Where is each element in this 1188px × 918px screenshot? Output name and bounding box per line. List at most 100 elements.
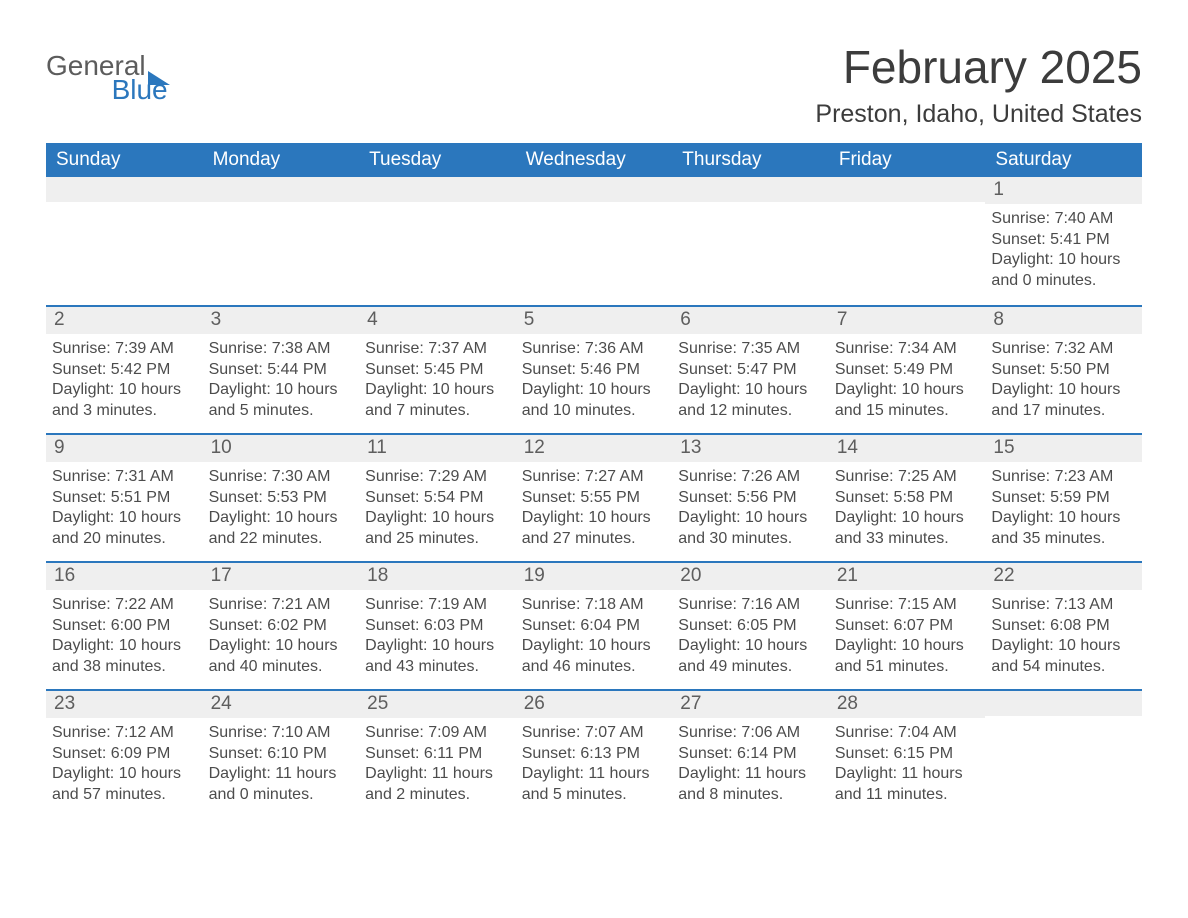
brand-logo: General Blue bbox=[46, 40, 170, 104]
day-body: Sunrise: 7:06 AMSunset: 6:14 PMDaylight:… bbox=[672, 723, 829, 805]
day-number: 20 bbox=[672, 563, 829, 590]
day-number: 23 bbox=[46, 691, 203, 718]
day-daylight1: Daylight: 10 hours bbox=[522, 380, 667, 400]
day-daylight2: and 20 minutes. bbox=[52, 529, 197, 549]
day-sunset: Sunset: 6:10 PM bbox=[209, 744, 354, 764]
dow-friday: Friday bbox=[829, 143, 986, 177]
week-row: 2Sunrise: 7:39 AMSunset: 5:42 PMDaylight… bbox=[46, 305, 1142, 433]
day-daylight2: and 51 minutes. bbox=[835, 657, 980, 677]
day-daylight2: and 12 minutes. bbox=[678, 401, 823, 421]
day-cell bbox=[203, 177, 360, 305]
day-body: Sunrise: 7:22 AMSunset: 6:00 PMDaylight:… bbox=[46, 595, 203, 677]
calendar: Sunday Monday Tuesday Wednesday Thursday… bbox=[46, 143, 1142, 817]
day-daylight2: and 0 minutes. bbox=[991, 271, 1136, 291]
day-daylight2: and 11 minutes. bbox=[835, 785, 980, 805]
day-body: Sunrise: 7:40 AMSunset: 5:41 PMDaylight:… bbox=[985, 209, 1142, 291]
day-daylight2: and 30 minutes. bbox=[678, 529, 823, 549]
day-cell: 15Sunrise: 7:23 AMSunset: 5:59 PMDayligh… bbox=[985, 435, 1142, 561]
day-cell: 3Sunrise: 7:38 AMSunset: 5:44 PMDaylight… bbox=[203, 307, 360, 433]
day-body: Sunrise: 7:18 AMSunset: 6:04 PMDaylight:… bbox=[516, 595, 673, 677]
day-number: 3 bbox=[203, 307, 360, 334]
day-daylight1: Daylight: 10 hours bbox=[835, 636, 980, 656]
day-daylight2: and 35 minutes. bbox=[991, 529, 1136, 549]
day-daylight2: and 46 minutes. bbox=[522, 657, 667, 677]
day-sunrise: Sunrise: 7:26 AM bbox=[678, 467, 823, 487]
day-daylight2: and 49 minutes. bbox=[678, 657, 823, 677]
day-cell: 7Sunrise: 7:34 AMSunset: 5:49 PMDaylight… bbox=[829, 307, 986, 433]
day-number: 1 bbox=[985, 177, 1142, 204]
day-cell: 20Sunrise: 7:16 AMSunset: 6:05 PMDayligh… bbox=[672, 563, 829, 689]
day-cell bbox=[46, 177, 203, 305]
day-daylight1: Daylight: 10 hours bbox=[209, 636, 354, 656]
day-body: Sunrise: 7:23 AMSunset: 5:59 PMDaylight:… bbox=[985, 467, 1142, 549]
day-sunset: Sunset: 5:45 PM bbox=[365, 360, 510, 380]
day-daylight2: and 17 minutes. bbox=[991, 401, 1136, 421]
day-number: 5 bbox=[516, 307, 673, 334]
day-sunset: Sunset: 5:58 PM bbox=[835, 488, 980, 508]
day-body: Sunrise: 7:34 AMSunset: 5:49 PMDaylight:… bbox=[829, 339, 986, 421]
day-body: Sunrise: 7:07 AMSunset: 6:13 PMDaylight:… bbox=[516, 723, 673, 805]
day-body: Sunrise: 7:31 AMSunset: 5:51 PMDaylight:… bbox=[46, 467, 203, 549]
week-row: 9Sunrise: 7:31 AMSunset: 5:51 PMDaylight… bbox=[46, 433, 1142, 561]
day-daylight2: and 5 minutes. bbox=[522, 785, 667, 805]
day-sunrise: Sunrise: 7:32 AM bbox=[991, 339, 1136, 359]
day-daylight1: Daylight: 11 hours bbox=[209, 764, 354, 784]
day-number: 27 bbox=[672, 691, 829, 718]
day-daylight1: Daylight: 11 hours bbox=[835, 764, 980, 784]
day-cell: 8Sunrise: 7:32 AMSunset: 5:50 PMDaylight… bbox=[985, 307, 1142, 433]
day-sunset: Sunset: 6:11 PM bbox=[365, 744, 510, 764]
day-cell: 4Sunrise: 7:37 AMSunset: 5:45 PMDaylight… bbox=[359, 307, 516, 433]
day-body: Sunrise: 7:26 AMSunset: 5:56 PMDaylight:… bbox=[672, 467, 829, 549]
day-number bbox=[829, 177, 986, 202]
day-cell: 24Sunrise: 7:10 AMSunset: 6:10 PMDayligh… bbox=[203, 691, 360, 817]
day-sunrise: Sunrise: 7:29 AM bbox=[365, 467, 510, 487]
day-daylight1: Daylight: 10 hours bbox=[991, 636, 1136, 656]
day-daylight2: and 7 minutes. bbox=[365, 401, 510, 421]
day-number: 14 bbox=[829, 435, 986, 462]
day-sunset: Sunset: 6:03 PM bbox=[365, 616, 510, 636]
day-number: 21 bbox=[829, 563, 986, 590]
day-daylight2: and 43 minutes. bbox=[365, 657, 510, 677]
day-daylight1: Daylight: 10 hours bbox=[522, 508, 667, 528]
day-sunset: Sunset: 5:56 PM bbox=[678, 488, 823, 508]
day-body: Sunrise: 7:13 AMSunset: 6:08 PMDaylight:… bbox=[985, 595, 1142, 677]
day-number bbox=[359, 177, 516, 202]
day-sunrise: Sunrise: 7:21 AM bbox=[209, 595, 354, 615]
week-row: 1 Sunrise: 7:40 AMSunset: 5:41 PMDaylight… bbox=[46, 177, 1142, 305]
day-cell: 26Sunrise: 7:07 AMSunset: 6:13 PMDayligh… bbox=[516, 691, 673, 817]
day-sunrise: Sunrise: 7:27 AM bbox=[522, 467, 667, 487]
week-row: 23Sunrise: 7:12 AMSunset: 6:09 PMDayligh… bbox=[46, 689, 1142, 817]
day-sunrise: Sunrise: 7:34 AM bbox=[835, 339, 980, 359]
day-cell: 17Sunrise: 7:21 AMSunset: 6:02 PMDayligh… bbox=[203, 563, 360, 689]
day-sunrise: Sunrise: 7:15 AM bbox=[835, 595, 980, 615]
day-sunset: Sunset: 6:05 PM bbox=[678, 616, 823, 636]
day-daylight2: and 5 minutes. bbox=[209, 401, 354, 421]
day-cell: 9Sunrise: 7:31 AMSunset: 5:51 PMDaylight… bbox=[46, 435, 203, 561]
weeks-container: 1 Sunrise: 7:40 AMSunset: 5:41 PMDaylight… bbox=[46, 177, 1142, 817]
day-cell bbox=[985, 691, 1142, 817]
dow-wednesday: Wednesday bbox=[516, 143, 673, 177]
day-number bbox=[516, 177, 673, 202]
dow-monday: Monday bbox=[203, 143, 360, 177]
day-cell bbox=[359, 177, 516, 305]
day-number: 18 bbox=[359, 563, 516, 590]
day-sunset: Sunset: 5:50 PM bbox=[991, 360, 1136, 380]
day-daylight2: and 54 minutes. bbox=[991, 657, 1136, 677]
day-sunrise: Sunrise: 7:30 AM bbox=[209, 467, 354, 487]
day-body: Sunrise: 7:32 AMSunset: 5:50 PMDaylight:… bbox=[985, 339, 1142, 421]
day-daylight2: and 2 minutes. bbox=[365, 785, 510, 805]
day-sunset: Sunset: 5:41 PM bbox=[991, 230, 1136, 250]
day-body: Sunrise: 7:37 AMSunset: 5:45 PMDaylight:… bbox=[359, 339, 516, 421]
day-body: Sunrise: 7:21 AMSunset: 6:02 PMDaylight:… bbox=[203, 595, 360, 677]
day-cell: 19Sunrise: 7:18 AMSunset: 6:04 PMDayligh… bbox=[516, 563, 673, 689]
day-daylight2: and 33 minutes. bbox=[835, 529, 980, 549]
day-cell: 14Sunrise: 7:25 AMSunset: 5:58 PMDayligh… bbox=[829, 435, 986, 561]
week-row: 16Sunrise: 7:22 AMSunset: 6:00 PMDayligh… bbox=[46, 561, 1142, 689]
day-number: 22 bbox=[985, 563, 1142, 590]
day-number: 2 bbox=[46, 307, 203, 334]
day-cell: 13Sunrise: 7:26 AMSunset: 5:56 PMDayligh… bbox=[672, 435, 829, 561]
day-cell: 21Sunrise: 7:15 AMSunset: 6:07 PMDayligh… bbox=[829, 563, 986, 689]
dow-saturday: Saturday bbox=[985, 143, 1142, 177]
day-cell: 18Sunrise: 7:19 AMSunset: 6:03 PMDayligh… bbox=[359, 563, 516, 689]
day-daylight2: and 10 minutes. bbox=[522, 401, 667, 421]
